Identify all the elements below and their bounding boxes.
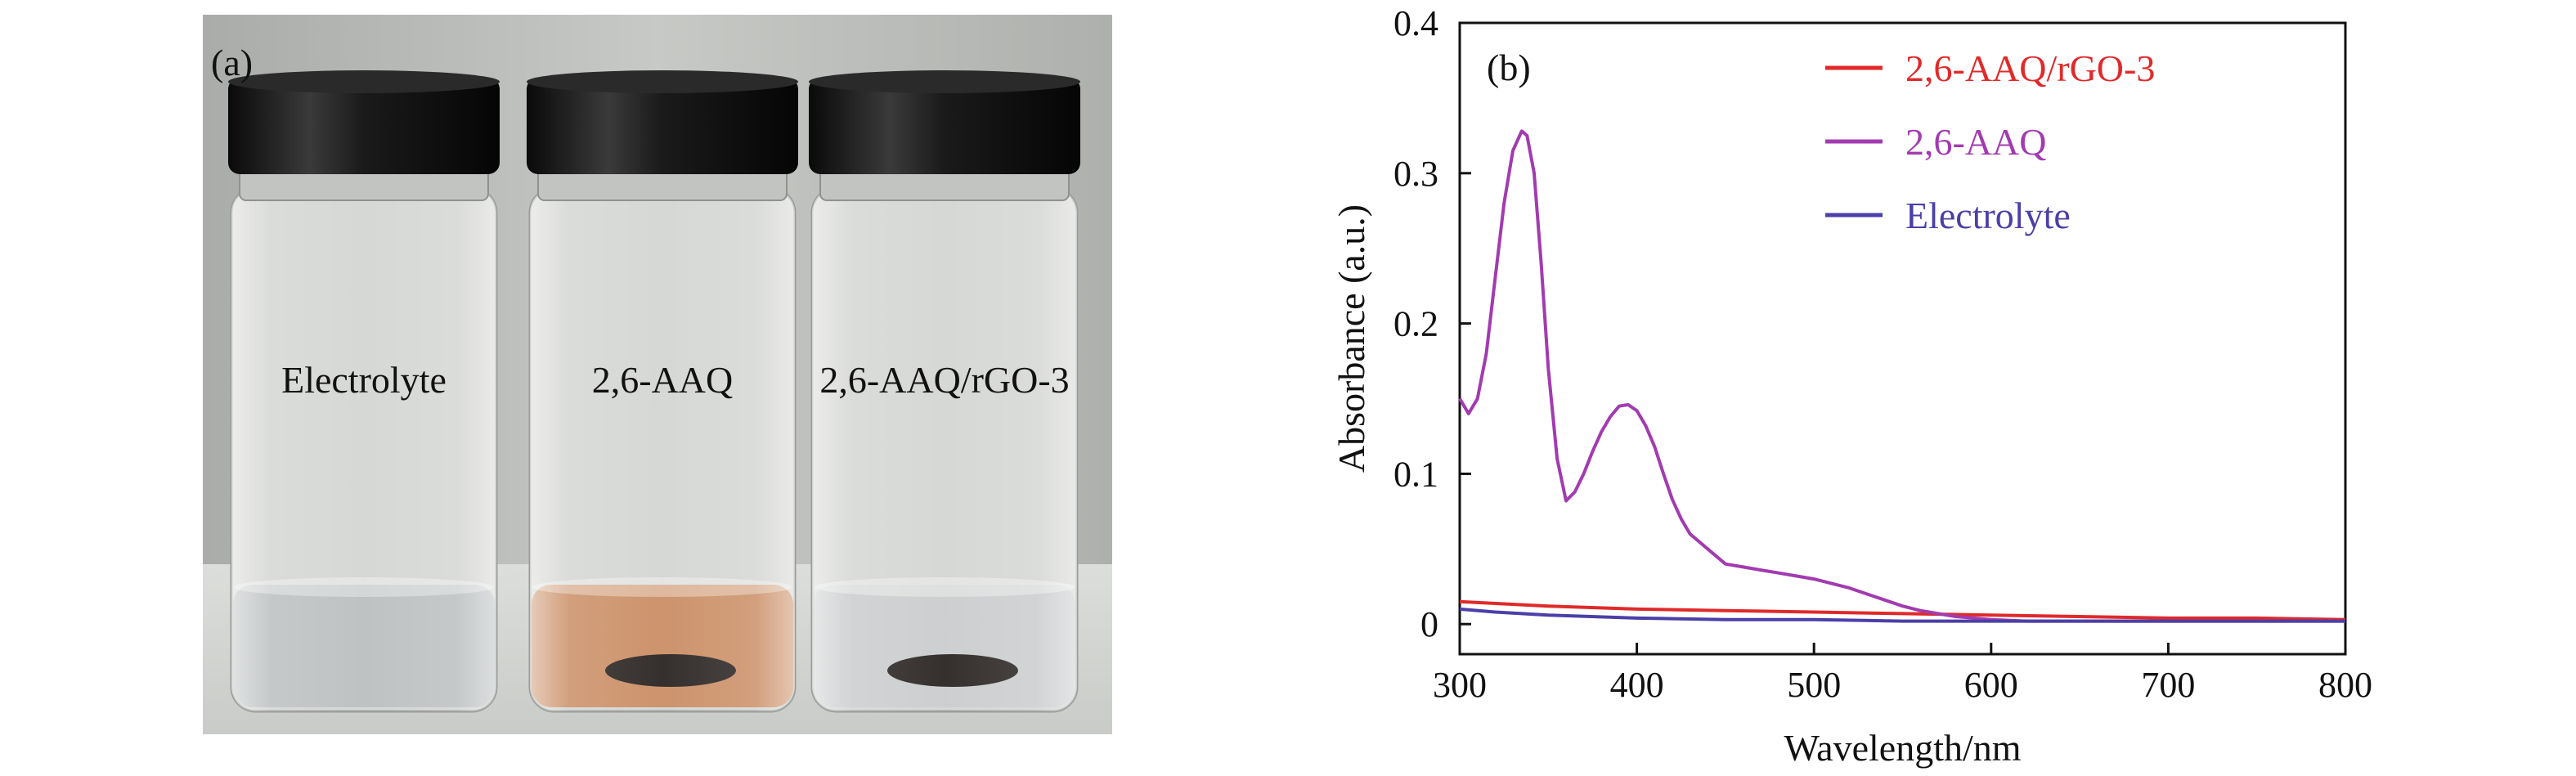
x-tick-label: 700 [2141,665,2195,705]
plot-frame [1458,21,2347,656]
y-axis-label: Absorbance (a.u.) [1331,204,1372,473]
x-tick-label: 400 [1610,665,1664,705]
x-tick-label: 800 [2318,665,2372,705]
vial: Electrolyte [228,70,500,713]
legend-label: 2,6-AAQ [1905,121,2046,163]
panel-b-label: (b) [1487,47,1531,88]
vial: 2,6-AAQ [527,70,798,713]
y-tick-label: 0.4 [1393,3,1438,43]
series-line [1459,599,2346,621]
vial-label: Electrolyte [281,359,447,401]
vial-cap [527,78,798,174]
legend-label: 2,6-AAQ/rGO-3 [1905,47,2155,89]
x-tick-label: 500 [1787,665,1841,705]
cap-top [809,70,1080,93]
glass-highlight [231,188,496,711]
absorbance-chart: 300 400 500 600 700 800 0 0.1 0.2 0.3 0.4 2,6-AAQ/… [1331,3,2372,769]
vial-label: 2,6-AAQ [592,359,733,401]
y-tick-label: 0.3 [1393,154,1438,194]
x-axis-label: Wavelength/nm [1784,727,2021,769]
photo-panel: Electrolyte 2,6-AAQ 2,6-AAQ/rGO-3 (a) [203,15,1112,734]
y-tick-label: 0.2 [1393,304,1438,344]
x-tick-label: 300 [1433,665,1487,705]
glass-highlight [812,188,1077,711]
vial-cap [809,78,1080,174]
y-tick-label: 0 [1420,604,1438,644]
cap-top [228,70,500,93]
cap-top [527,70,798,93]
x-tick-label: 600 [1964,665,2018,705]
y-tick-label: 0.1 [1393,454,1438,494]
chart-legend: 2,6-AAQ/rGO-3 2,6-AAQ Electrolyte [1825,47,2155,236]
series-line [1459,607,2345,623]
vial: 2,6-AAQ/rGO-3 [809,70,1080,713]
series-line [1458,129,2345,623]
glass-highlight [530,188,795,711]
panel-a-label: (a) [211,42,253,83]
legend-label: Electrolyte [1905,195,2071,236]
vial-cap [228,78,500,174]
vial-label: 2,6-AAQ/rGO-3 [819,359,1069,401]
